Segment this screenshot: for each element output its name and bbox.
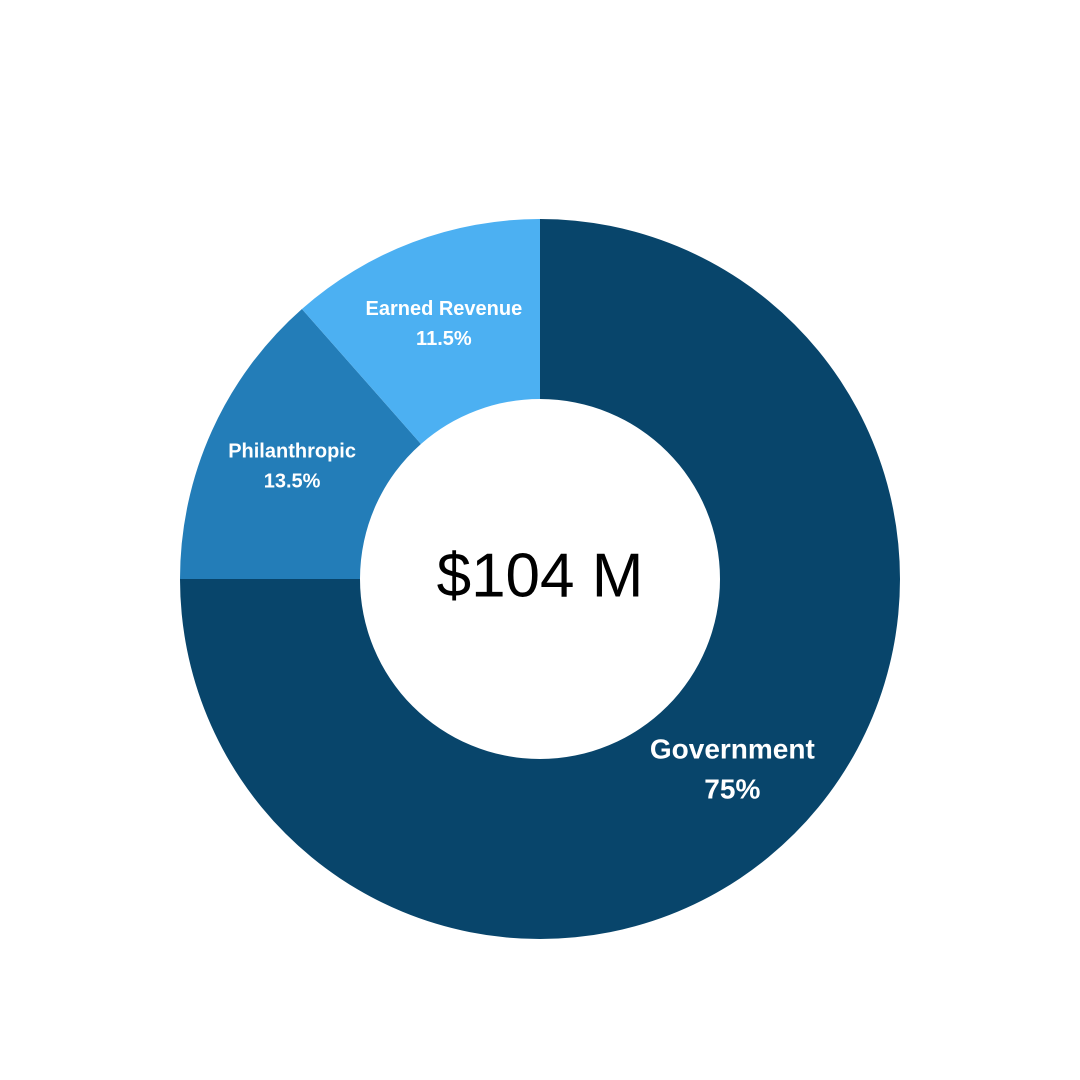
slice-value-label: 75% bbox=[704, 774, 760, 805]
center-label: $104 M bbox=[437, 541, 644, 610]
slice-label: Earned Revenue bbox=[365, 298, 522, 320]
slice-value-label: 13.5% bbox=[264, 470, 321, 492]
slices bbox=[180, 219, 900, 939]
slice bbox=[180, 219, 900, 939]
slice bbox=[301, 219, 540, 444]
slice bbox=[180, 308, 421, 579]
slice-label: Government bbox=[650, 734, 815, 765]
labels: Government 75% Philanthropic 13.5% Earned Re… bbox=[228, 298, 815, 805]
slice-label: Philanthropic bbox=[228, 440, 356, 462]
slice-value-label: 11.5% bbox=[416, 328, 472, 350]
